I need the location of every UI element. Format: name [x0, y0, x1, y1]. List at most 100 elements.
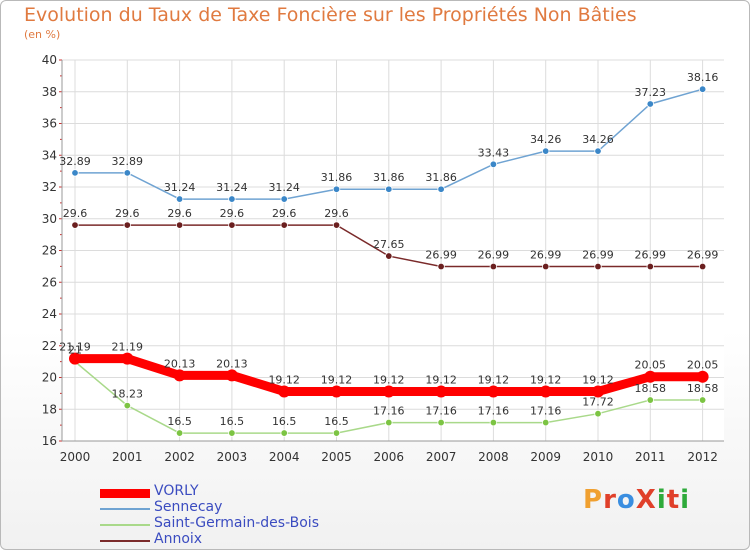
data-label-vorly: 19.12 — [530, 373, 562, 386]
data-point-annoix — [489, 262, 498, 271]
data-point-saint-germain-des-bois — [646, 396, 654, 404]
data-point-annoix — [542, 262, 550, 271]
data-label-vorly: 19.12 — [321, 373, 353, 386]
data-label-saint-germain-des-bois: 16.5 — [272, 415, 297, 428]
data-point-vorly — [225, 369, 238, 382]
data-label-vorly: 19.12 — [582, 373, 614, 386]
data-label-sennecay: 34.26 — [582, 133, 614, 146]
data-label-sennecay: 32.89 — [112, 155, 144, 168]
legend-label-saint-germain-des-bois: Saint-Germain-des-Bois — [154, 515, 319, 531]
data-point-annoix — [280, 221, 288, 229]
data-point-annoix — [123, 221, 131, 229]
data-point-vorly — [696, 370, 709, 383]
y-tick-label: 32 — [42, 180, 57, 194]
data-label-sennecay: 31.86 — [373, 171, 405, 184]
data-point-saint-germain-des-bois — [698, 396, 707, 404]
data-label-sennecay: 37.23 — [635, 86, 667, 99]
data-point-vorly — [435, 385, 448, 398]
data-label-sennecay: 31.24 — [216, 181, 248, 194]
logo-letter: o — [616, 485, 636, 515]
data-point-vorly — [539, 385, 552, 398]
data-point-sennecay — [71, 169, 79, 177]
data-label-annoix: 26.99 — [687, 249, 719, 262]
data-point-vorly — [592, 385, 604, 398]
data-label-vorly: 19.12 — [373, 373, 405, 386]
data-point-annoix — [71, 221, 79, 229]
y-tick-label: 34 — [42, 148, 57, 162]
legend-swatch-saint-germain-des-bois — [100, 524, 150, 526]
data-point-sennecay — [646, 100, 654, 108]
data-label-saint-germain-des-bois: 17.72 — [582, 396, 614, 409]
data-point-saint-germain-des-bois — [594, 409, 602, 418]
data-point-sennecay — [489, 160, 498, 168]
data-label-saint-germain-des-bois: 17.16 — [373, 405, 405, 418]
x-tick-label: 2000 — [60, 450, 91, 464]
data-point-annoix — [594, 262, 602, 271]
data-label-vorly: 19.12 — [268, 373, 300, 386]
data-label-saint-germain-des-bois: 17.16 — [478, 405, 510, 418]
data-label-saint-germain-des-bois: 18.58 — [635, 382, 667, 395]
data-label-annoix: 26.99 — [530, 249, 562, 262]
data-label-annoix: 26.99 — [478, 249, 510, 262]
data-label-vorly: 20.05 — [635, 359, 667, 372]
logo-letter: X — [635, 485, 657, 515]
data-point-saint-germain-des-bois — [385, 418, 393, 427]
x-tick-label: 2009 — [530, 450, 561, 464]
y-tick-label: 38 — [42, 85, 57, 99]
data-point-annoix — [385, 252, 393, 260]
data-label-sennecay: 34.26 — [530, 133, 562, 146]
data-label-sennecay: 33.43 — [478, 146, 510, 159]
data-point-sennecay — [332, 185, 341, 193]
legend-swatch-annoix — [100, 540, 150, 542]
data-label-vorly: 20.05 — [687, 359, 719, 372]
data-label-vorly: 21.19 — [59, 341, 91, 354]
y-tick-label: 30 — [42, 212, 57, 226]
data-label-saint-germain-des-bois: 16.5 — [167, 415, 192, 428]
legend-swatch-vorly — [100, 488, 150, 498]
data-label-sennecay: 32.89 — [59, 155, 91, 168]
x-tick-label: 2005 — [321, 450, 352, 464]
x-tick-label: 2011 — [635, 450, 666, 464]
y-tick-label: 36 — [42, 117, 57, 131]
chart-subtitle: (en %) — [24, 28, 61, 41]
data-label-saint-germain-des-bois: 17.16 — [425, 405, 457, 418]
data-point-saint-germain-des-bois — [332, 429, 341, 437]
data-point-saint-germain-des-bois — [175, 429, 184, 437]
logo-letter: t — [666, 485, 681, 515]
data-point-sennecay — [437, 185, 445, 193]
logo-letter: i — [680, 485, 691, 515]
data-point-vorly — [121, 352, 134, 365]
y-tick-label: 22 — [42, 339, 57, 353]
x-tick-label: 2008 — [478, 450, 509, 464]
legend-swatch-sennecay — [100, 508, 150, 510]
x-tick-label: 2010 — [583, 450, 614, 464]
data-point-annoix — [228, 221, 236, 229]
data-label-annoix: 29.6 — [115, 207, 140, 220]
x-tick-label: 2002 — [164, 450, 195, 464]
chart-title: Evolution du Taux de Taxe Foncière sur l… — [24, 4, 637, 26]
data-point-sennecay — [698, 85, 707, 93]
x-tick-label: 2006 — [374, 450, 405, 464]
data-point-sennecay — [594, 147, 602, 155]
x-tick-label: 2003 — [217, 450, 248, 464]
y-tick-label: 40 — [42, 53, 57, 67]
data-point-saint-germain-des-bois — [123, 401, 131, 410]
data-label-vorly: 21.19 — [112, 341, 144, 354]
data-point-saint-germain-des-bois — [489, 418, 498, 427]
data-label-saint-germain-des-bois: 18.23 — [112, 388, 144, 401]
y-tick-label: 16 — [42, 434, 57, 448]
data-label-saint-germain-des-bois: 16.5 — [324, 415, 349, 428]
data-point-annoix — [332, 221, 341, 229]
data-point-vorly — [69, 352, 81, 365]
y-tick-label: 20 — [42, 371, 57, 385]
y-tick-label: 24 — [42, 307, 57, 321]
data-point-saint-germain-des-bois — [280, 429, 288, 437]
data-point-vorly — [278, 385, 291, 398]
data-label-sennecay: 31.24 — [164, 181, 196, 194]
x-tick-label: 2001 — [112, 450, 143, 464]
data-label-annoix: 26.99 — [425, 249, 457, 262]
data-label-sennecay: 31.86 — [321, 171, 353, 184]
data-label-annoix: 26.99 — [635, 249, 667, 262]
logo-letter: i — [656, 485, 667, 515]
x-tick-label: 2007 — [426, 450, 457, 464]
